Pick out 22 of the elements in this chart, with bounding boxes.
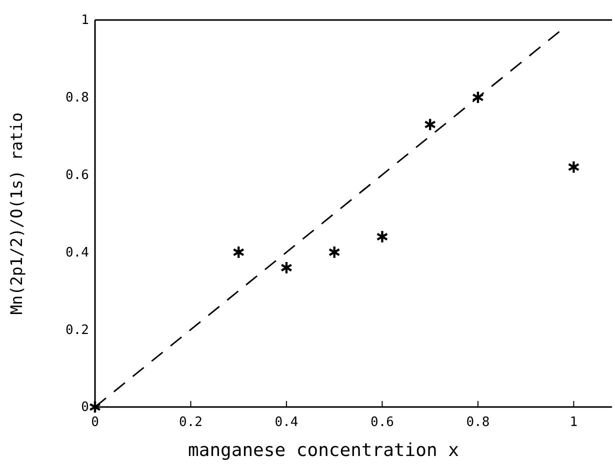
y-tick-label: 0 <box>81 400 89 416</box>
y-axis-title: Mn(2p1/2)/O(1s) ratio <box>7 112 26 315</box>
point <box>88 400 102 414</box>
x-tick-label: 1 <box>570 415 578 430</box>
x-tick-label: 0 <box>91 415 99 430</box>
point <box>376 230 388 244</box>
point <box>472 90 484 104</box>
y-tick-label: 0.2 <box>66 322 89 338</box>
x-tick-label: 0.6 <box>370 415 394 430</box>
y-tick-label: 0.6 <box>66 168 89 183</box>
y-tick-label: 1 <box>81 13 89 28</box>
point <box>328 245 340 259</box>
x-axis-title: manganese concentration x <box>188 440 460 461</box>
point <box>424 118 436 132</box>
x-tick-label: 0.8 <box>466 415 490 430</box>
x-tick-label: 0.4 <box>274 415 298 430</box>
point <box>232 245 245 259</box>
x-tick-label: 0.2 <box>179 415 202 430</box>
y-tick-label: 0.4 <box>66 245 90 260</box>
y-tick-label: 0.8 <box>66 90 89 106</box>
point <box>568 160 580 174</box>
point <box>280 260 292 274</box>
